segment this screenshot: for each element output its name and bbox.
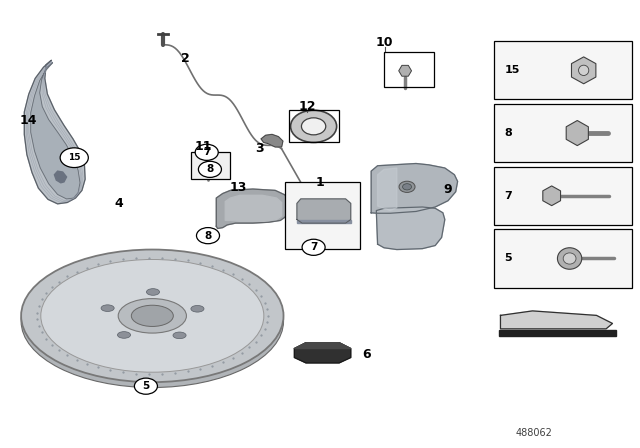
Polygon shape: [225, 195, 282, 221]
Circle shape: [198, 161, 221, 177]
Ellipse shape: [173, 332, 186, 339]
Ellipse shape: [101, 305, 114, 311]
Polygon shape: [297, 199, 351, 223]
Polygon shape: [202, 161, 214, 172]
Bar: [384, 52, 434, 87]
Text: 9: 9: [444, 183, 452, 197]
Text: 12: 12: [298, 100, 316, 113]
Polygon shape: [371, 164, 458, 213]
Polygon shape: [297, 220, 351, 223]
Ellipse shape: [399, 181, 415, 193]
Ellipse shape: [21, 255, 284, 388]
Polygon shape: [500, 311, 612, 329]
Ellipse shape: [147, 289, 159, 295]
Polygon shape: [216, 189, 289, 228]
Bar: [494, 41, 632, 99]
Bar: [285, 182, 360, 249]
Ellipse shape: [573, 60, 594, 81]
Text: 10: 10: [376, 35, 394, 49]
Ellipse shape: [191, 306, 204, 312]
Polygon shape: [543, 186, 561, 206]
Ellipse shape: [579, 65, 589, 76]
Bar: [191, 152, 230, 179]
Polygon shape: [54, 171, 67, 183]
Ellipse shape: [291, 110, 337, 142]
Ellipse shape: [41, 259, 264, 372]
Bar: [494, 104, 632, 162]
Text: 4: 4: [114, 197, 123, 211]
Polygon shape: [572, 57, 596, 84]
Text: 5: 5: [504, 254, 512, 263]
Text: 15: 15: [504, 65, 520, 75]
Polygon shape: [294, 343, 351, 349]
Polygon shape: [499, 330, 616, 336]
Ellipse shape: [118, 299, 186, 333]
Circle shape: [134, 378, 157, 394]
Polygon shape: [378, 168, 397, 211]
Text: 1: 1: [316, 176, 324, 190]
Text: 8: 8: [504, 128, 512, 138]
Polygon shape: [294, 343, 351, 363]
Ellipse shape: [131, 305, 173, 327]
Text: 2: 2: [181, 52, 190, 65]
Polygon shape: [399, 65, 412, 76]
Polygon shape: [376, 207, 445, 250]
Text: 5: 5: [142, 381, 150, 391]
Circle shape: [302, 239, 325, 255]
Text: 8: 8: [206, 164, 214, 174]
Text: 488062: 488062: [516, 428, 553, 438]
Text: 15: 15: [68, 153, 81, 162]
Bar: [494, 167, 632, 225]
Ellipse shape: [301, 118, 326, 135]
Text: 3: 3: [255, 142, 264, 155]
Text: 7: 7: [310, 242, 317, 252]
Polygon shape: [566, 121, 588, 146]
Bar: [494, 229, 632, 288]
Text: 8: 8: [204, 231, 212, 241]
Polygon shape: [261, 134, 283, 147]
Text: 6: 6: [362, 348, 371, 362]
Polygon shape: [31, 63, 80, 199]
Circle shape: [195, 144, 218, 160]
Text: 14: 14: [20, 114, 38, 128]
Polygon shape: [24, 60, 85, 204]
Ellipse shape: [557, 248, 582, 269]
Text: 7: 7: [504, 191, 512, 201]
Circle shape: [196, 228, 220, 244]
Ellipse shape: [118, 332, 131, 338]
Ellipse shape: [403, 184, 412, 190]
Bar: [289, 110, 339, 142]
Ellipse shape: [563, 253, 576, 264]
Ellipse shape: [21, 250, 284, 382]
Text: 13: 13: [230, 181, 248, 194]
Text: 11: 11: [195, 140, 212, 154]
Text: 7: 7: [203, 147, 211, 157]
Circle shape: [60, 148, 88, 168]
